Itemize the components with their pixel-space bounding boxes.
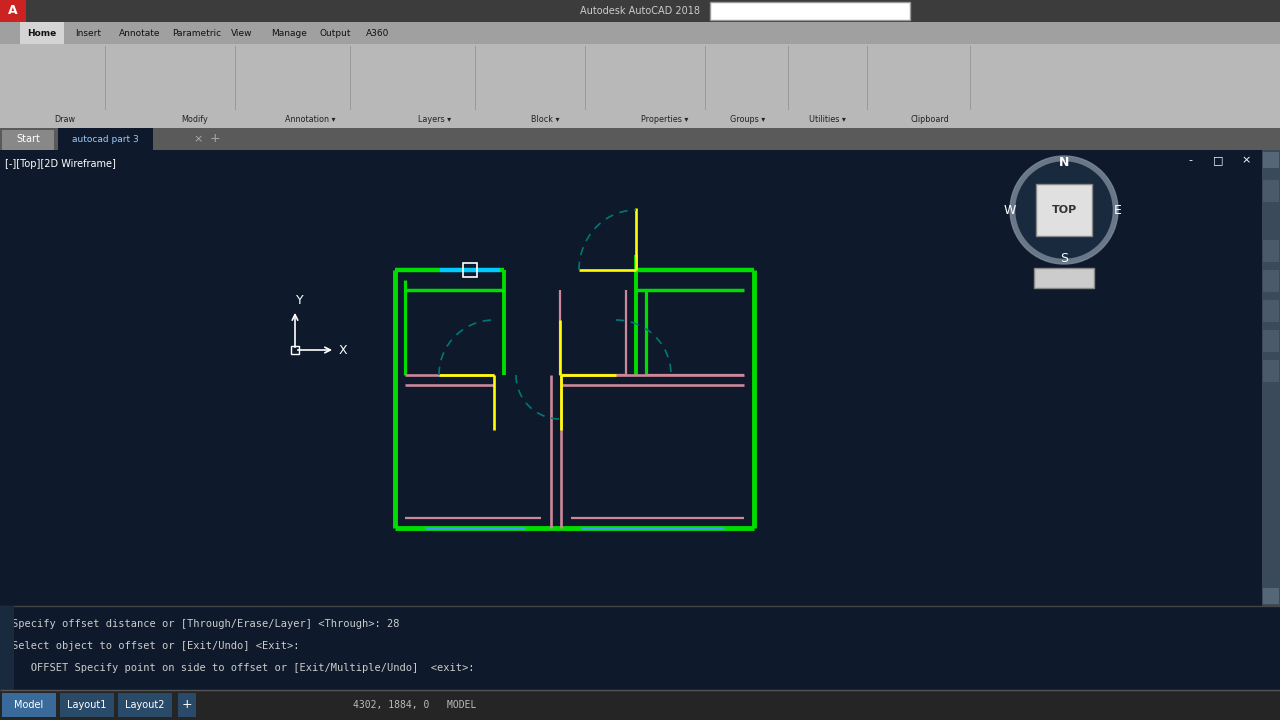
Text: W: W xyxy=(1004,204,1016,217)
Bar xyxy=(1263,270,1279,292)
Text: Utilities ▾: Utilities ▾ xyxy=(809,114,845,124)
Text: □: □ xyxy=(1212,155,1224,165)
Text: ×: × xyxy=(193,134,202,144)
Text: Annotate: Annotate xyxy=(119,29,161,37)
Bar xyxy=(1262,150,1280,606)
Bar xyxy=(463,263,477,277)
Bar xyxy=(20,22,64,44)
Circle shape xyxy=(1016,162,1112,258)
Bar xyxy=(0,150,1280,606)
Text: A: A xyxy=(8,4,18,17)
Text: +: + xyxy=(182,698,192,711)
Text: Select object to offset or [Exit/Undo] <Exit>:: Select object to offset or [Exit/Undo] <… xyxy=(12,641,300,651)
Bar xyxy=(1263,180,1279,202)
Bar xyxy=(0,128,1280,150)
Text: X: X xyxy=(339,343,347,356)
Bar xyxy=(1036,184,1092,236)
Bar xyxy=(3,130,54,150)
Bar xyxy=(0,606,14,690)
Bar xyxy=(1263,152,1279,168)
Text: Clipboard: Clipboard xyxy=(910,114,950,124)
Bar xyxy=(0,690,1280,720)
Text: [-][Top][2D Wireframe]: [-][Top][2D Wireframe] xyxy=(5,159,116,169)
Text: Groups ▾: Groups ▾ xyxy=(731,114,765,124)
Bar xyxy=(1263,588,1279,604)
Text: Modify: Modify xyxy=(182,114,209,124)
Text: A360: A360 xyxy=(366,29,389,37)
Bar xyxy=(1263,330,1279,352)
Text: Output: Output xyxy=(319,29,351,37)
Text: 4302, 1884, 0   MODEL: 4302, 1884, 0 MODEL xyxy=(353,700,476,710)
Text: S: S xyxy=(1060,251,1068,264)
Text: autocad part 3: autocad part 3 xyxy=(72,135,138,143)
Text: Draw: Draw xyxy=(55,114,76,124)
Text: Manage: Manage xyxy=(271,29,307,37)
Text: Properties ▾: Properties ▾ xyxy=(641,114,689,124)
Text: Layers ▾: Layers ▾ xyxy=(419,114,452,124)
Bar xyxy=(1263,300,1279,322)
Bar xyxy=(710,2,910,20)
Bar xyxy=(0,0,26,22)
Bar xyxy=(178,693,196,717)
Bar xyxy=(0,606,1280,690)
Text: Model: Model xyxy=(14,700,44,710)
Bar xyxy=(0,22,1280,44)
Bar xyxy=(118,693,172,717)
Text: +: + xyxy=(210,132,220,145)
Bar xyxy=(1263,240,1279,262)
Text: Autodesk AutoCAD 2018: Autodesk AutoCAD 2018 xyxy=(580,6,700,16)
Bar xyxy=(0,22,1280,128)
Text: Layout2: Layout2 xyxy=(125,700,165,710)
Text: Y: Y xyxy=(296,294,303,307)
Text: -: - xyxy=(1188,155,1192,165)
Text: OFFSET Specify point on side to offset or [Exit/Multiple/Undo]  <exit>:: OFFSET Specify point on side to offset o… xyxy=(12,663,475,673)
Bar xyxy=(1263,360,1279,382)
Text: Home: Home xyxy=(27,29,56,37)
Bar xyxy=(60,693,114,717)
Text: Insert: Insert xyxy=(76,29,101,37)
Text: E: E xyxy=(1114,204,1123,217)
Circle shape xyxy=(1010,156,1117,264)
Text: Layout1: Layout1 xyxy=(68,700,106,710)
Text: Specify offset distance or [Through/Erase/Layer] <Through>: 28: Specify offset distance or [Through/Eras… xyxy=(12,619,399,629)
Text: Annotation ▾: Annotation ▾ xyxy=(284,114,335,124)
Bar xyxy=(1034,268,1094,288)
Text: N: N xyxy=(1059,156,1069,168)
Text: Start: Start xyxy=(17,134,40,144)
Text: TOP: TOP xyxy=(1051,205,1076,215)
Bar xyxy=(291,346,300,354)
Text: ×: × xyxy=(1242,155,1251,165)
Text: Block ▾: Block ▾ xyxy=(531,114,559,124)
Text: Parametric: Parametric xyxy=(173,29,221,37)
Bar xyxy=(0,0,1280,22)
Bar xyxy=(3,693,56,717)
Bar xyxy=(58,128,154,150)
Text: View: View xyxy=(232,29,252,37)
